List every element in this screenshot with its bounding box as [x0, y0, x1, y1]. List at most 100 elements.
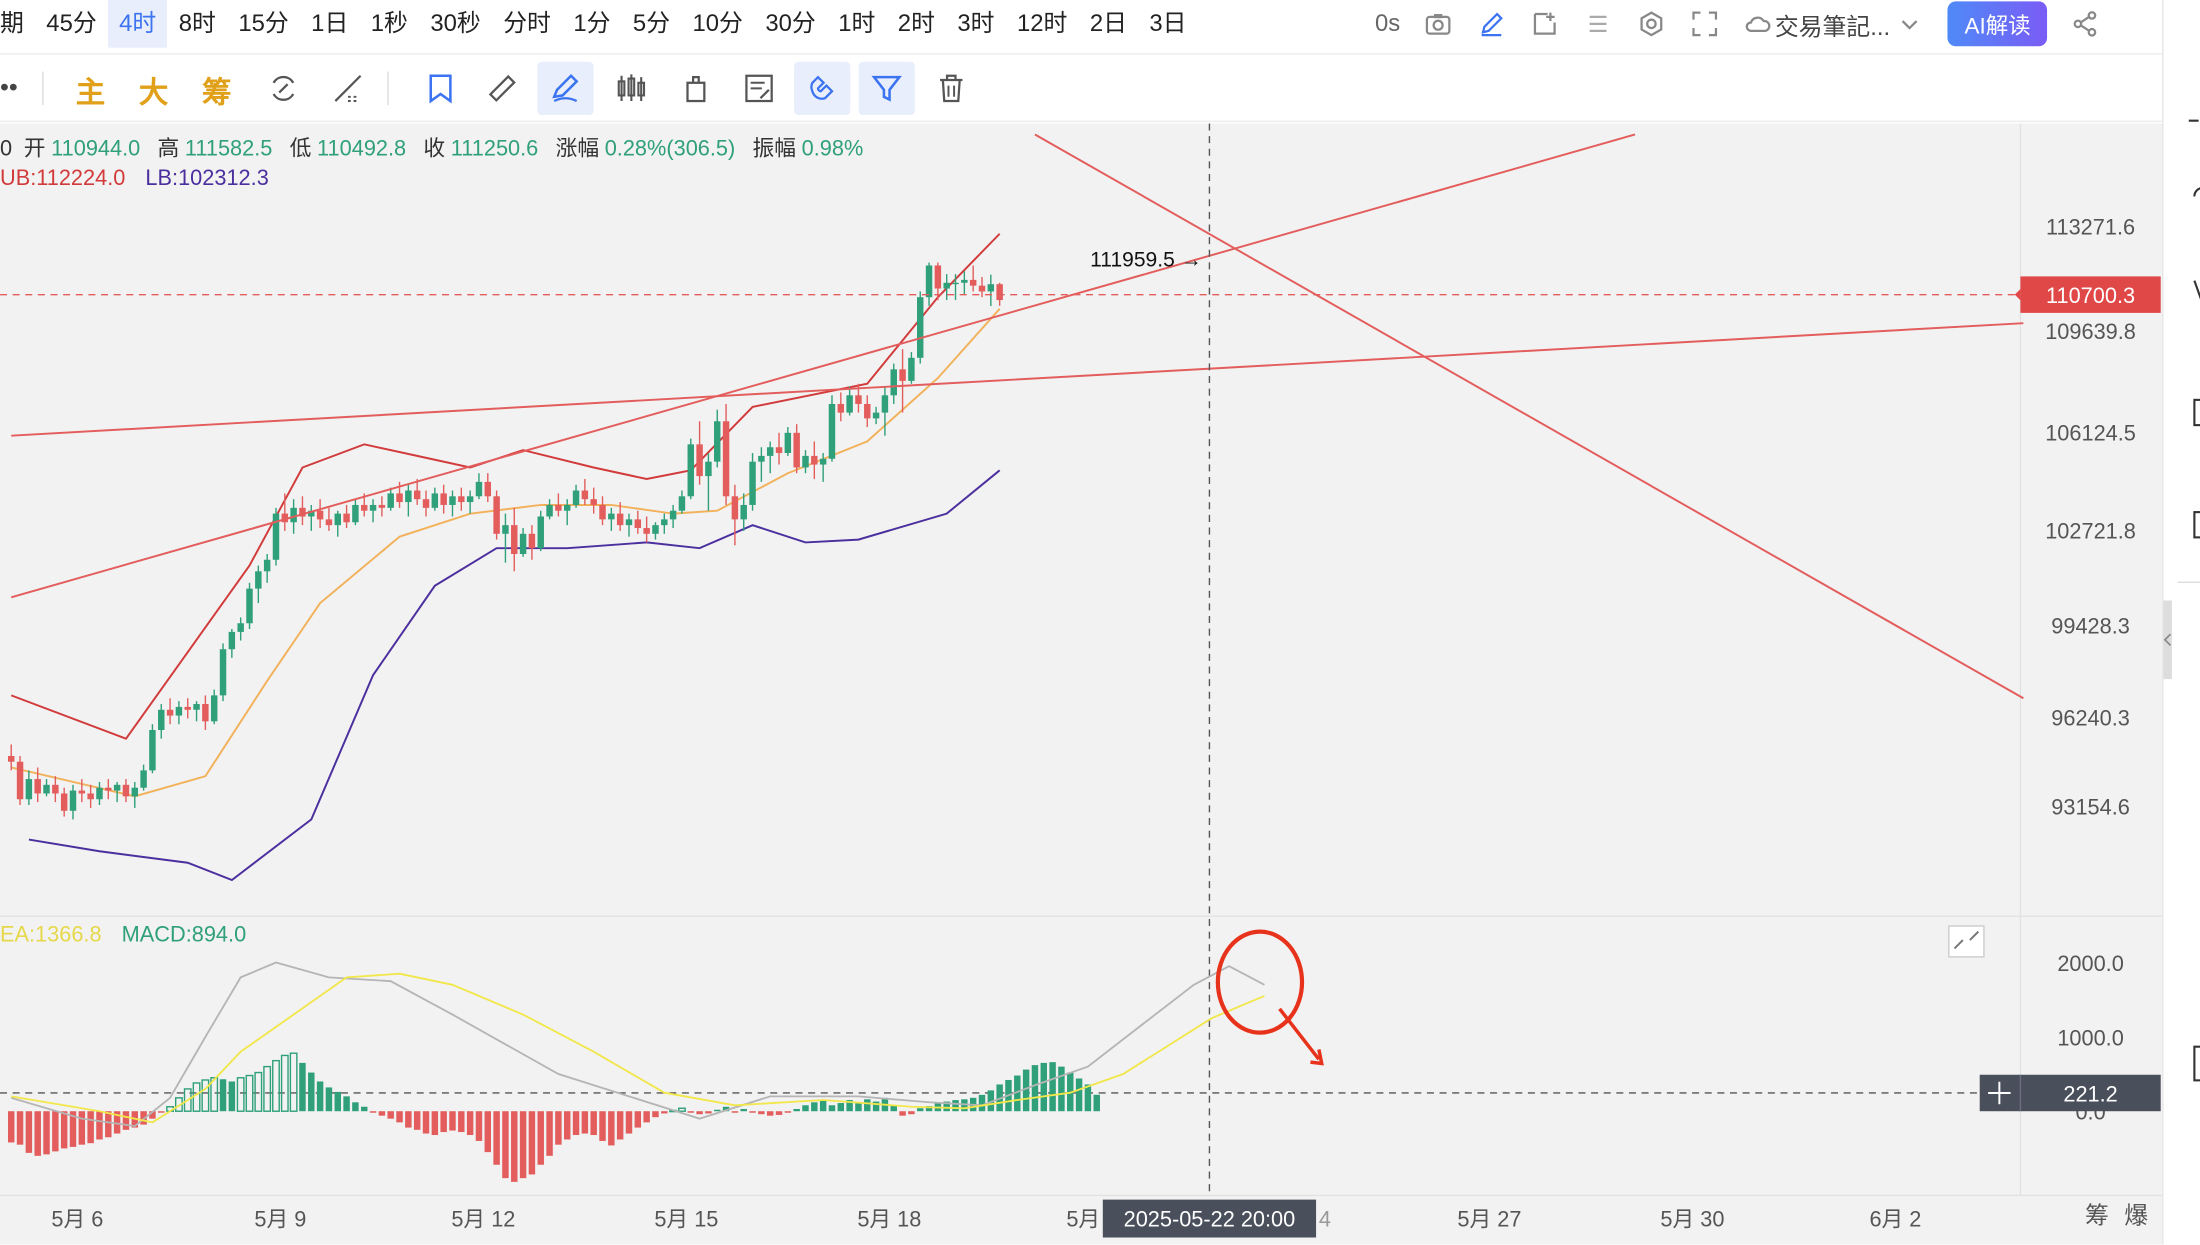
period-item[interactable]: 5分 — [632, 9, 671, 37]
fullscreen-icon[interactable] — [1691, 10, 1719, 38]
period-item[interactable]: 45分 — [46, 9, 97, 37]
candle — [625, 519, 633, 526]
boll-mid-line — [11, 308, 1001, 798]
macd-bar — [449, 1111, 456, 1131]
magnet-icon[interactable] — [794, 61, 851, 116]
candle — [899, 369, 906, 381]
period-item-active[interactable]: 4时 — [107, 0, 168, 48]
period-item[interactable]: 分时 — [503, 9, 551, 37]
chevron-left-icon[interactable] — [2163, 633, 2172, 647]
kline-chart[interactable]: 113271.6 109639.8 106124.5 102721.8 99428.3 9… — [0, 123, 2163, 1245]
bookmark-icon[interactable] — [412, 62, 468, 115]
annotation-circle[interactable] — [1215, 929, 1305, 1035]
share-icon[interactable] — [2071, 10, 2099, 38]
chip-toggle[interactable]: 筹 — [202, 77, 232, 110]
chevron-down-icon[interactable] — [1896, 10, 1924, 38]
candle — [105, 787, 112, 791]
macd-bar — [608, 1111, 615, 1146]
collapse-handle[interactable] — [2163, 600, 2172, 680]
candle — [431, 493, 439, 508]
list-icon[interactable] — [1584, 10, 1612, 38]
price-tick: 93154.6 — [2051, 795, 2130, 820]
trend-lines[interactable] — [10, 133, 2024, 700]
period-item[interactable]: 30分 — [765, 9, 816, 37]
change-value: 0.28%(306.5) — [604, 137, 736, 162]
price-axis: 113271.6 109639.8 106124.5 102721.8 99428.3 9… — [2045, 214, 2136, 819]
copy-icon[interactable] — [668, 62, 724, 115]
toolbar-divider — [42, 71, 44, 106]
period-item[interactable]: 3日 — [1149, 9, 1187, 37]
period-item[interactable]: 3时 — [957, 9, 995, 37]
period-partial[interactable]: 期 — [0, 9, 24, 37]
candle — [369, 504, 377, 511]
candle — [934, 265, 942, 289]
period-item[interactable]: 1时 — [838, 9, 876, 37]
candle — [361, 504, 368, 511]
period-item[interactable]: 8时 — [178, 9, 216, 37]
macd-bar — [758, 1111, 765, 1115]
candlestick-icon[interactable] — [603, 62, 659, 115]
camera-icon[interactable] — [1424, 10, 1452, 38]
filter-icon[interactable] — [858, 61, 915, 116]
candle — [387, 493, 394, 508]
candle — [669, 510, 677, 520]
refresh-pen-icon[interactable] — [255, 62, 311, 115]
burst-label[interactable]: 爆 — [2124, 1202, 2148, 1229]
expand-icon[interactable] — [1531, 10, 1559, 38]
macd-bar — [158, 1111, 165, 1113]
period-item[interactable]: 1日 — [311, 9, 349, 37]
main-indicator-toggle[interactable]: 主 — [75, 77, 106, 110]
macd-bar — [987, 1090, 995, 1112]
candle — [722, 421, 730, 497]
macd-bar — [34, 1111, 41, 1156]
period-item[interactable]: 1秒 — [370, 9, 408, 37]
pencil-icon[interactable] — [1477, 10, 1505, 38]
candle — [555, 504, 562, 511]
candle — [643, 528, 650, 534]
edge-mark — [2193, 1045, 2200, 1082]
candle — [43, 784, 50, 794]
period-item[interactable]: 12时 — [1016, 9, 1068, 37]
macd-bar — [1014, 1075, 1021, 1112]
candle — [475, 481, 483, 497]
candle — [166, 709, 174, 716]
pen-icon[interactable] — [537, 61, 594, 116]
macd-bar — [25, 1111, 33, 1153]
time-tick: 5月 9 — [254, 1206, 306, 1231]
period-item[interactable]: 2日 — [1089, 9, 1127, 37]
ai-explain-button[interactable]: AI解读 — [1947, 1, 2048, 47]
period-item[interactable]: 2时 — [897, 9, 935, 37]
candle — [502, 525, 509, 534]
macd-dif-line — [10, 961, 1265, 1128]
candle — [608, 513, 615, 520]
candle — [855, 395, 862, 404]
candle — [952, 282, 959, 285]
period-item[interactable]: 15分 — [238, 9, 289, 37]
annotation-arrow-head[interactable] — [1310, 1049, 1324, 1066]
candle — [758, 455, 765, 462]
ruler-icon[interactable] — [474, 62, 530, 115]
period-item[interactable]: 30秒 — [430, 9, 481, 37]
macd-bar — [1031, 1065, 1039, 1112]
candle — [616, 513, 624, 526]
chip-label[interactable]: 筹 — [2085, 1202, 2109, 1229]
period-item[interactable]: 10分 — [692, 9, 743, 37]
macd-bar — [616, 1111, 624, 1140]
macd-tick: 2000.0 — [2057, 951, 2123, 976]
candle — [837, 403, 845, 413]
macd-bar — [149, 1111, 156, 1119]
notebook-dropdown[interactable]: 交易筆記... — [1774, 13, 1891, 40]
annotation-arrow-line[interactable] — [1278, 1007, 1321, 1061]
macd-bar — [96, 1111, 103, 1140]
more-icon[interactable]: •• — [0, 72, 18, 102]
cloud-icon — [1744, 10, 1772, 38]
line-tool-icon[interactable] — [320, 62, 376, 115]
settings-icon[interactable] — [1637, 10, 1665, 38]
period-item[interactable]: 1分 — [573, 9, 611, 37]
candle — [846, 395, 853, 413]
note-icon[interactable] — [731, 62, 787, 115]
close-label: 收 — [423, 137, 446, 162]
macd-expand-icon[interactable] — [1948, 925, 1985, 958]
trash-icon[interactable] — [923, 62, 979, 115]
big-order-toggle[interactable]: 大 — [138, 77, 169, 110]
